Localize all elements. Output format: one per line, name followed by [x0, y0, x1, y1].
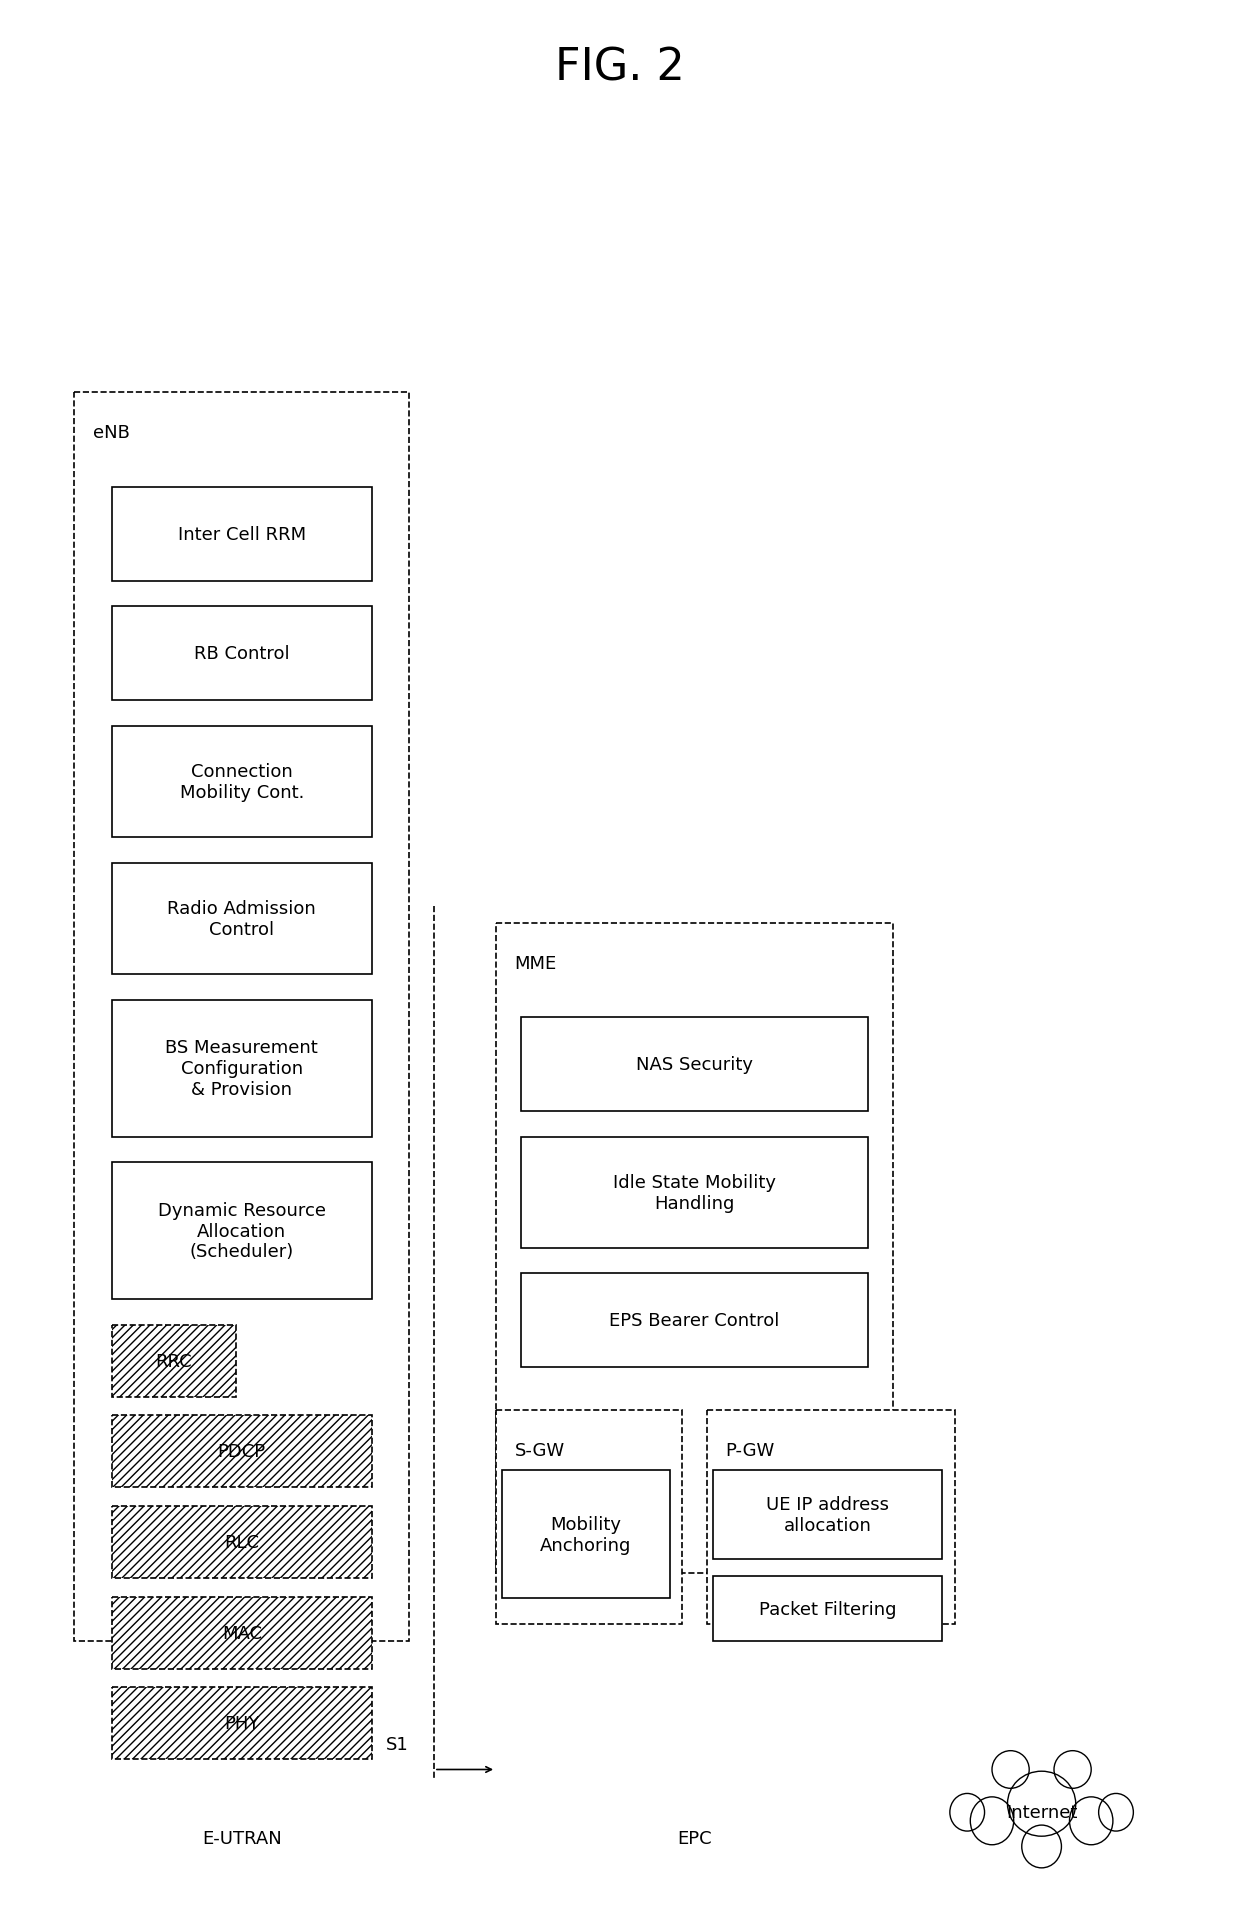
Bar [112, 1507, 372, 1578]
Text: FIG. 2: FIG. 2 [556, 46, 684, 91]
Bar [112, 1325, 236, 1397]
Bar [112, 1001, 372, 1136]
Text: S1: S1 [386, 1735, 408, 1752]
Bar [112, 864, 372, 974]
Ellipse shape [992, 1750, 1029, 1789]
Ellipse shape [1022, 1826, 1061, 1868]
Text: EPC: EPC [677, 1830, 712, 1847]
Bar [112, 1163, 372, 1300]
Bar [521, 1136, 868, 1248]
Text: Radio Admission
Control: Radio Admission Control [167, 900, 316, 939]
Bar [112, 1687, 372, 1760]
Text: Connection
Mobility Cont.: Connection Mobility Cont. [180, 763, 304, 802]
Bar [707, 1410, 955, 1625]
Bar [496, 923, 893, 1573]
Bar [74, 394, 409, 1642]
Text: Packet Filtering: Packet Filtering [759, 1600, 897, 1617]
Text: eNB: eNB [93, 423, 130, 442]
Ellipse shape [1007, 1772, 1075, 1835]
Text: MAC: MAC [222, 1623, 262, 1642]
Text: S-GW: S-GW [515, 1441, 564, 1459]
Bar [112, 487, 372, 582]
Text: Internet: Internet [1006, 1803, 1078, 1822]
Text: RRC: RRC [155, 1352, 192, 1370]
Text: MME: MME [515, 954, 557, 972]
Text: PDCP: PDCP [218, 1443, 265, 1461]
Bar [713, 1470, 942, 1559]
Bar [713, 1577, 942, 1642]
Ellipse shape [1099, 1793, 1133, 1832]
Ellipse shape [970, 1797, 1013, 1845]
Text: BS Measurement
Configuration
& Provision: BS Measurement Configuration & Provision [165, 1039, 319, 1099]
Text: Dynamic Resource
Allocation
(Scheduler): Dynamic Resource Allocation (Scheduler) [157, 1202, 326, 1262]
Text: RLC: RLC [224, 1534, 259, 1551]
Text: Idle State Mobility
Handling: Idle State Mobility Handling [613, 1173, 776, 1211]
Text: PHY: PHY [224, 1714, 259, 1733]
Bar [112, 607, 372, 701]
Text: EPS Bearer Control: EPS Bearer Control [609, 1312, 780, 1329]
Bar [112, 726, 372, 838]
Bar [496, 1410, 682, 1625]
Text: P-GW: P-GW [725, 1441, 775, 1459]
Text: NAS Security: NAS Security [636, 1055, 753, 1074]
Text: UE IP address
allocation: UE IP address allocation [766, 1495, 889, 1534]
Ellipse shape [1069, 1797, 1114, 1845]
Ellipse shape [950, 1793, 985, 1832]
Text: Mobility
Anchoring: Mobility Anchoring [541, 1515, 631, 1553]
Text: Inter Cell RRM: Inter Cell RRM [177, 526, 306, 543]
Text: RB Control: RB Control [193, 645, 290, 663]
Ellipse shape [1054, 1750, 1091, 1789]
Bar [521, 1018, 868, 1111]
Bar [502, 1470, 670, 1598]
Text: E-UTRAN: E-UTRAN [202, 1830, 281, 1847]
Bar [112, 1598, 372, 1669]
Bar [521, 1273, 868, 1368]
Bar [112, 1416, 372, 1488]
